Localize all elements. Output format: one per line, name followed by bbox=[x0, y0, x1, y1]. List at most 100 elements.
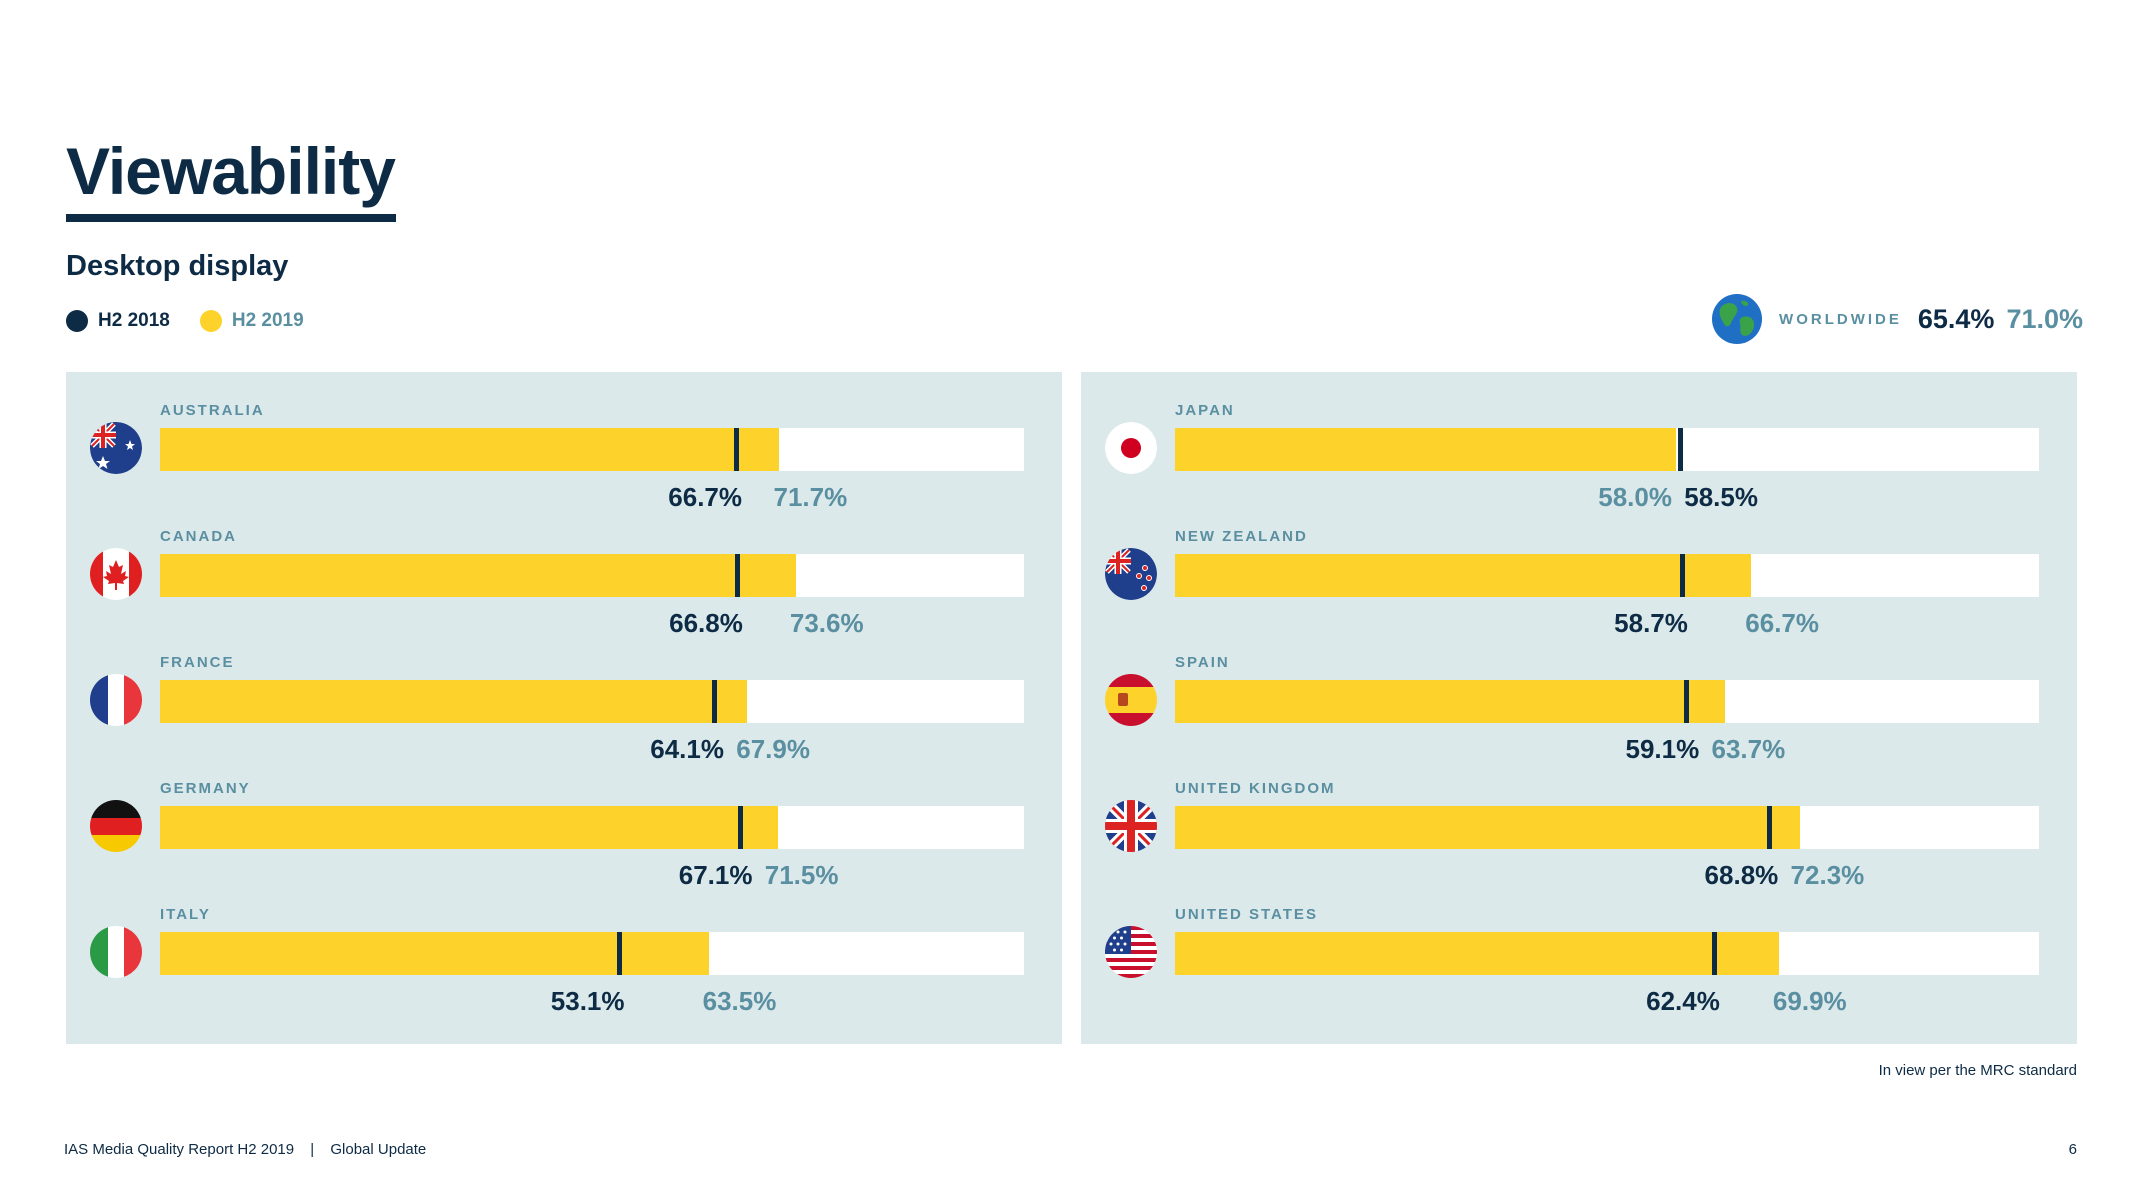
canada-flag-icon bbox=[90, 548, 142, 600]
marker-h2-2018-united-states bbox=[1712, 932, 1718, 975]
legend-swatch-h2-2019 bbox=[199, 310, 222, 332]
country-label-germany: GERMANY bbox=[160, 780, 251, 797]
bar-track-new-zealand bbox=[1175, 554, 2039, 597]
france-flag-icon bbox=[90, 674, 142, 726]
bar-track-italy bbox=[160, 932, 1024, 975]
worldwide-summary: WORLDWIDE 65.4% 71.0% bbox=[1711, 292, 2083, 346]
footer-section: Global Update bbox=[330, 1141, 427, 1158]
value-label-h2-2018-united-kingdom: 68.8% bbox=[1704, 860, 1779, 890]
legend-item-h2-2019: H2 2019 bbox=[199, 310, 304, 332]
value-label-h2-2019-new-zealand: 66.7% bbox=[1745, 608, 1820, 638]
bar-h2-2019-canada bbox=[160, 554, 796, 597]
legend: H2 2018 H2 2019 bbox=[66, 308, 334, 334]
bar-track-canada bbox=[160, 554, 1024, 597]
value-label-h2-2018-italy: 53.1% bbox=[550, 986, 625, 1016]
value-label-h2-2018-japan: 58.5% bbox=[1684, 482, 1758, 512]
bar-h2-2019-australia bbox=[160, 428, 780, 471]
united-states-flag-icon bbox=[1105, 926, 1157, 978]
country-label-spain: SPAIN bbox=[1175, 654, 1230, 671]
country-label-italy: ITALY bbox=[160, 906, 211, 923]
bar-row-spain: SPAIN 59.1% 63.7% bbox=[1081, 624, 2077, 764]
footer: IAS Media Quality Report H2 2019 | Globa… bbox=[64, 1141, 438, 1158]
value-label-h2-2019-germany: 71.5% bbox=[764, 860, 839, 890]
country-label-new-zealand: NEW ZEALAND bbox=[1175, 528, 1308, 545]
value-label-h2-2018-canada: 66.8% bbox=[669, 608, 743, 638]
footer-separator: | bbox=[310, 1141, 315, 1158]
marker-h2-2018-australia bbox=[734, 428, 740, 471]
footer-report-name: IAS Media Quality Report H2 2019 bbox=[64, 1141, 295, 1158]
country-label-united-states: UNITED STATES bbox=[1175, 906, 1318, 923]
marker-h2-2018-japan bbox=[1678, 428, 1684, 471]
bar-row-canada: CANADA 66.8% 73.6% bbox=[66, 498, 1062, 638]
worldwide-h2-2018-value: 65.4% bbox=[1917, 303, 1995, 334]
marker-h2-2018-france bbox=[711, 680, 717, 723]
country-label-japan: JAPAN bbox=[1175, 402, 1235, 419]
bar-track-united-states bbox=[1175, 932, 2039, 975]
bar-row-new-zealand: NEW ZEALAND 58.7% 66.7% bbox=[1081, 498, 2077, 638]
worldwide-label: WORLDWIDE bbox=[1779, 310, 1902, 328]
bar-h2-2019-germany bbox=[160, 806, 778, 849]
legend-label-h2-2019: H2 2019 bbox=[231, 310, 304, 331]
bar-row-germany: GERMANY 67.1% 71.5% bbox=[66, 750, 1062, 890]
country-label-australia: AUSTRALIA bbox=[160, 402, 265, 419]
value-label-h2-2018-australia: 66.7% bbox=[668, 482, 743, 512]
marker-h2-2018-italy bbox=[616, 932, 622, 975]
page-number: 6 bbox=[2068, 1141, 2077, 1158]
chart-panel-left: AUSTRALIA 66.7% 71.7% CANADA 66.8% 73.6% FRANC… bbox=[66, 372, 1062, 1044]
value-label-h2-2019-united-states: 69.9% bbox=[1772, 986, 1847, 1016]
marker-h2-2018-germany bbox=[737, 806, 743, 849]
bar-row-france: FRANCE 64.1% 67.9% bbox=[66, 624, 1062, 764]
australia-flag-icon bbox=[90, 422, 142, 474]
value-label-h2-2019-united-kingdom: 72.3% bbox=[1790, 860, 1865, 890]
bar-h2-2019-united-states bbox=[1175, 932, 1779, 975]
bar-track-spain bbox=[1175, 680, 2039, 723]
worldwide-h2-2019-value: 71.0% bbox=[2006, 303, 2083, 334]
page-title: Viewability bbox=[66, 134, 396, 208]
marker-h2-2018-canada bbox=[735, 554, 741, 597]
bar-h2-2019-new-zealand bbox=[1175, 554, 1752, 597]
title-underline bbox=[66, 214, 396, 222]
country-label-france: FRANCE bbox=[160, 654, 235, 671]
bar-track-australia bbox=[160, 428, 1024, 471]
japan-flag-icon bbox=[1105, 422, 1157, 474]
marker-h2-2018-spain bbox=[1683, 680, 1689, 723]
value-label-h2-2018-spain: 59.1% bbox=[1625, 734, 1700, 764]
marker-h2-2018-new-zealand bbox=[1680, 554, 1686, 597]
new-zealand-flag-icon bbox=[1105, 548, 1157, 600]
value-label-h2-2019-canada: 73.6% bbox=[789, 608, 864, 638]
globe-icon bbox=[1712, 294, 1763, 344]
value-label-h2-2018-new-zealand: 58.7% bbox=[1614, 608, 1688, 638]
united-kingdom-flag-icon bbox=[1105, 800, 1157, 852]
bar-h2-2019-japan bbox=[1175, 428, 1677, 471]
legend-label-h2-2018: H2 2018 bbox=[98, 310, 170, 331]
legend-swatch-h2-2018 bbox=[66, 310, 88, 332]
bar-track-united-kingdom bbox=[1175, 806, 2039, 849]
page-subtitle: Desktop display bbox=[66, 250, 289, 282]
country-label-united-kingdom: UNITED KINGDOM bbox=[1175, 780, 1336, 797]
italy-flag-icon bbox=[90, 926, 142, 978]
bar-track-france bbox=[160, 680, 1024, 723]
value-label-h2-2019-italy: 63.5% bbox=[702, 986, 777, 1016]
bar-row-united-kingdom: UNITED KINGDOM 68.8% 72.3% bbox=[1081, 750, 2077, 890]
bar-h2-2019-spain bbox=[1175, 680, 1726, 723]
value-label-h2-2019-spain: 63.7% bbox=[1711, 734, 1786, 764]
value-label-h2-2018-france: 64.1% bbox=[650, 734, 724, 764]
bar-row-united-states: UNITED STATES 62.4% 69.9% bbox=[1081, 876, 2077, 1016]
spain-flag-icon bbox=[1105, 674, 1157, 726]
bar-row-australia: AUSTRALIA 66.7% 71.7% bbox=[66, 372, 1062, 512]
bar-h2-2019-united-kingdom bbox=[1175, 806, 1800, 849]
value-label-h2-2018-germany: 67.1% bbox=[678, 860, 753, 890]
methodology-note: In view per the MRC standard bbox=[1878, 1062, 2077, 1079]
country-label-canada: CANADA bbox=[160, 528, 237, 545]
chart-panel-right: JAPAN 58.5% 58.0% NEW ZEALAND 58.7% 66.7% SPAI… bbox=[1081, 372, 2077, 1044]
bar-h2-2019-france bbox=[160, 680, 747, 723]
legend-item-h2-2018: H2 2018 bbox=[66, 310, 170, 332]
bar-row-japan: JAPAN 58.5% 58.0% bbox=[1081, 372, 2077, 512]
value-label-h2-2019-australia: 71.7% bbox=[773, 482, 848, 512]
value-label-h2-2019-japan: 58.0% bbox=[1598, 482, 1672, 512]
bar-track-japan bbox=[1175, 428, 2039, 471]
value-label-h2-2019-france: 67.9% bbox=[736, 734, 810, 764]
germany-flag-icon bbox=[90, 800, 142, 852]
bar-h2-2019-italy bbox=[160, 932, 709, 975]
marker-h2-2018-united-kingdom bbox=[1767, 806, 1773, 849]
